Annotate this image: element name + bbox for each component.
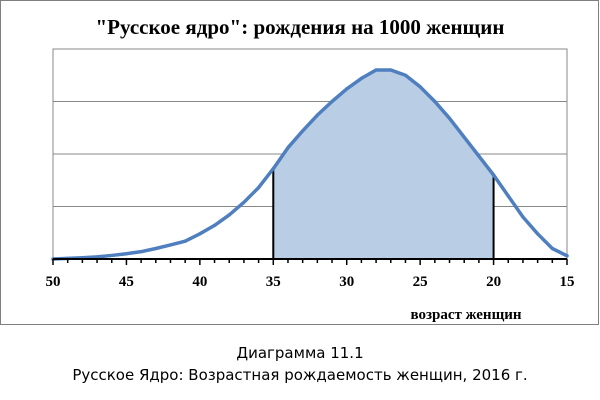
data-point [477,154,481,158]
data-point [330,99,334,104]
data-point [565,254,569,258]
data-point [286,146,290,150]
data-point [389,68,393,72]
data-point [110,253,114,258]
chart-figure: "Русское ядро": рождения на 1000 женщин … [0,0,599,325]
x-ticks [52,259,568,265]
data-point [521,215,525,219]
shaded-area [273,70,494,259]
data-point [183,239,187,243]
x-tick-labels: 50 45 40 35 30 25 20 15 [46,274,575,290]
data-point [168,243,173,247]
x-axis-label: возраст женщин [410,307,521,323]
data-point [359,76,363,80]
data-point [124,252,129,256]
data-point [227,213,231,217]
data-point [154,246,158,251]
data-point [418,85,422,89]
data-point [374,68,378,72]
x-tick-label: 30 [339,274,354,290]
x-tick-label: 45 [119,274,134,290]
x-tick-label: 20 [486,274,501,290]
data-point [95,255,99,259]
chart-title: "Русское ядро": рождения на 1000 женщин [96,15,505,39]
data-point [550,246,554,251]
data-point [301,129,305,133]
data-point [506,194,510,198]
chart-svg: "Русское ядро": рождения на 1000 женщин … [46,15,575,323]
caption-subtitle: Русское Ядро: Возрастная рождаемость жен… [72,366,528,384]
data-point [536,232,540,236]
x-tick-label: 25 [413,274,428,290]
data-point [491,173,496,177]
data-point [257,186,261,190]
data-point [433,99,437,104]
data-point [212,223,217,227]
data-point [315,113,319,117]
data-point [139,250,143,254]
data-point [271,167,275,171]
series-points [51,68,569,261]
x-tick-label: 50 [46,274,61,290]
data-point [345,87,349,91]
data-point [242,200,246,204]
data-point [403,73,408,77]
data-point [447,116,452,120]
x-tick-label: 40 [192,274,207,290]
x-tick-label: 35 [266,274,281,290]
series-line [51,68,569,261]
data-point [198,232,202,236]
caption-title: Диаграмма 11.1 [236,344,364,362]
x-tick-label: 15 [560,274,575,290]
data-point [462,135,466,139]
